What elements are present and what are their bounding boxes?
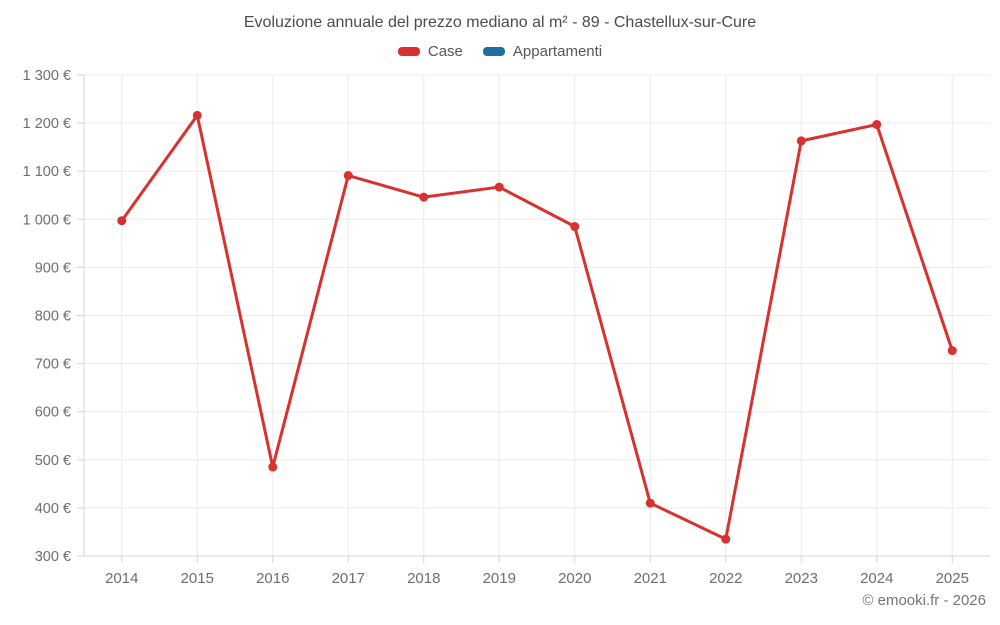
y-axis-tick-label: 600 € (35, 405, 71, 421)
data-point[interactable] (947, 346, 957, 356)
y-axis-tick-label: 700 € (35, 357, 71, 373)
data-point[interactable] (343, 171, 353, 181)
x-axis-tick-label: 2023 (785, 570, 818, 587)
y-axis-tick-label: 1 100 € (23, 164, 71, 180)
x-axis-tick-label: 2016 (256, 570, 289, 587)
legend-label: Appartamenti (512, 43, 603, 60)
data-point[interactable] (494, 182, 504, 192)
series-line-case (120, 113, 954, 541)
x-axis-tick-label: 2014 (105, 570, 138, 587)
x-axis-tick-label: 2020 (558, 570, 591, 587)
legend: Case Appartamenti (0, 43, 1000, 60)
y-axis-tick-label: 1 000 € (23, 212, 71, 228)
data-point[interactable] (419, 192, 429, 202)
data-point[interactable] (117, 216, 127, 226)
x-axis-tick-label: 2025 (936, 570, 969, 587)
x-axis-tick-label: 2022 (709, 570, 742, 587)
data-point[interactable] (192, 110, 202, 120)
x-axis-tick-label: 2015 (181, 570, 214, 587)
data-point[interactable] (796, 136, 806, 146)
legend-label: Case (427, 43, 463, 60)
legend-swatch (397, 47, 420, 56)
y-axis-tick-label: 400 € (35, 501, 71, 517)
y-axis-tick-label: 1 200 € (23, 116, 71, 132)
data-point[interactable] (645, 498, 655, 508)
legend-swatch (482, 47, 505, 56)
legend-item-case[interactable]: Case (397, 43, 463, 60)
x-axis-tick-label: 2019 (483, 570, 516, 587)
y-axis-tick-label: 300 € (35, 549, 71, 565)
x-axis-tick-label: 2018 (407, 570, 440, 587)
y-axis-tick-label: 800 € (35, 309, 71, 325)
data-point[interactable] (721, 534, 731, 544)
y-axis-tick-label: 500 € (35, 453, 71, 469)
copyright: © emooki.fr - 2026 (862, 592, 986, 609)
page-title: Evoluzione annuale del prezzo mediano al… (243, 14, 757, 31)
x-axis-tick-label: 2021 (634, 570, 667, 587)
y-axis-tick-label: 900 € (35, 260, 71, 276)
data-point[interactable] (872, 120, 882, 130)
data-point[interactable] (570, 222, 580, 232)
x-axis-tick-label: 2017 (332, 570, 365, 587)
y-axis-tick-label: 1 300 € (23, 68, 71, 84)
legend-item-appartamenti[interactable]: Appartamenti (482, 43, 603, 60)
data-point[interactable] (268, 462, 278, 472)
x-axis-tick-label: 2024 (860, 570, 893, 587)
